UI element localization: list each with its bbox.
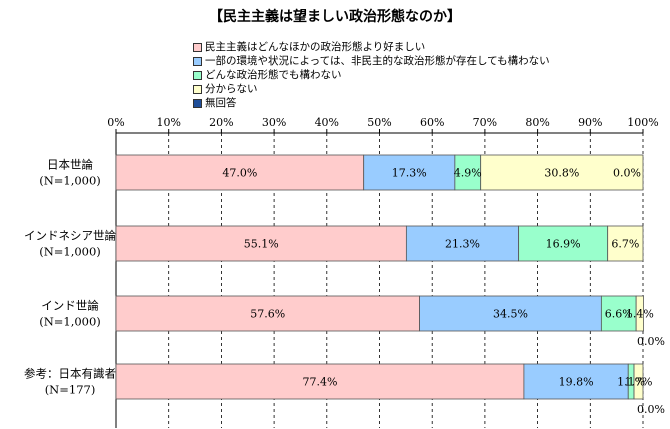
data-label: 1.1% (617, 376, 645, 389)
data-label: 6.6% (605, 308, 633, 321)
legend-swatch (193, 42, 202, 52)
bar-segment (115, 225, 407, 262)
data-label: 16.9% (546, 238, 581, 251)
category-sublabel: (N=1,000) (39, 315, 101, 329)
category-label: 参考：日本有識者 (24, 367, 116, 381)
bar-segment (115, 295, 420, 332)
legend-label: 無回答 (205, 97, 237, 109)
legend-label: 一部の環境や状況によっては、非民主的な政治形態が存在しても構わない (205, 55, 550, 67)
legend-swatch (193, 70, 202, 80)
chart-title: 【民主主義は望ましい政治形態なのか】 (209, 9, 461, 25)
data-label: 57.6% (250, 308, 285, 321)
data-label: 55.1% (244, 238, 279, 251)
bar-segment (115, 154, 365, 191)
bar-segment (607, 225, 644, 262)
data-label: 0.0% (637, 403, 665, 416)
legend-item: 分からない (193, 82, 550, 96)
legend-swatch (193, 84, 202, 94)
category-label: 日本世論 (47, 158, 93, 172)
bar-segment (405, 225, 520, 262)
category-sublabel: (N=1,000) (39, 174, 101, 188)
category-label: インドネシア世論 (24, 229, 116, 243)
data-label: 0.0% (637, 335, 665, 348)
bar-segment (633, 363, 644, 400)
data-label: 34.5% (493, 308, 528, 321)
legend-item: 民主主義はどんなほかの政治形態より好ましい (193, 40, 550, 54)
category-sublabel: (N=1,000) (39, 245, 101, 259)
legend-item: 無回答 (193, 96, 550, 110)
data-label: 0.0% (613, 167, 641, 180)
legend-label: 民主主義はどんなほかの政治形態より好ましい (205, 41, 426, 53)
x-tick-label: 60% (420, 116, 444, 129)
category-label: インド世論 (41, 299, 99, 313)
x-tick-label: 100% (627, 116, 658, 129)
bar-segment (419, 295, 602, 332)
data-label: 77.4% (302, 376, 337, 389)
data-label: 6.7% (611, 238, 639, 251)
x-tick-label: 20% (209, 116, 233, 129)
data-label: 47.0% (222, 167, 257, 180)
data-label: 21.3% (445, 238, 480, 251)
legend-label: 分からない (205, 83, 258, 95)
x-tick-label: 0% (107, 116, 124, 129)
data-label: 30.8% (544, 167, 579, 180)
legend-item: どんな政治形態でも構わない (193, 68, 550, 82)
x-tick-label: 40% (315, 116, 339, 129)
category-sublabel: (N=177) (45, 383, 96, 397)
x-tick-label: 70% (473, 116, 497, 129)
legend-item: 一部の環境や状況によっては、非民主的な政治形態が存在しても構わない (193, 54, 550, 68)
x-tick-label: 10% (156, 116, 180, 129)
legend-swatch (193, 56, 202, 66)
x-tick-label: 30% (262, 116, 286, 129)
data-label: 1.7% (625, 376, 653, 389)
data-label: 1.4% (626, 308, 654, 321)
data-label: 17.3% (392, 167, 427, 180)
bar-segment (600, 295, 637, 332)
x-tick-label: 50% (367, 116, 391, 129)
x-tick-label: 90% (578, 116, 602, 129)
data-label: 4.9% (454, 167, 482, 180)
bar-segment (363, 154, 456, 191)
bar-segment (635, 295, 644, 332)
bar-segment (115, 363, 525, 400)
legend-swatch (193, 98, 202, 108)
bar-segment (480, 154, 644, 191)
legend-label: どんな政治形態でも構わない (205, 69, 342, 81)
data-label: 19.8% (559, 376, 594, 389)
legend: 民主主義はどんなほかの政治形態より好ましい一部の環境や状況によっては、非民主的な… (193, 40, 550, 110)
x-tick-label: 80% (525, 116, 549, 129)
